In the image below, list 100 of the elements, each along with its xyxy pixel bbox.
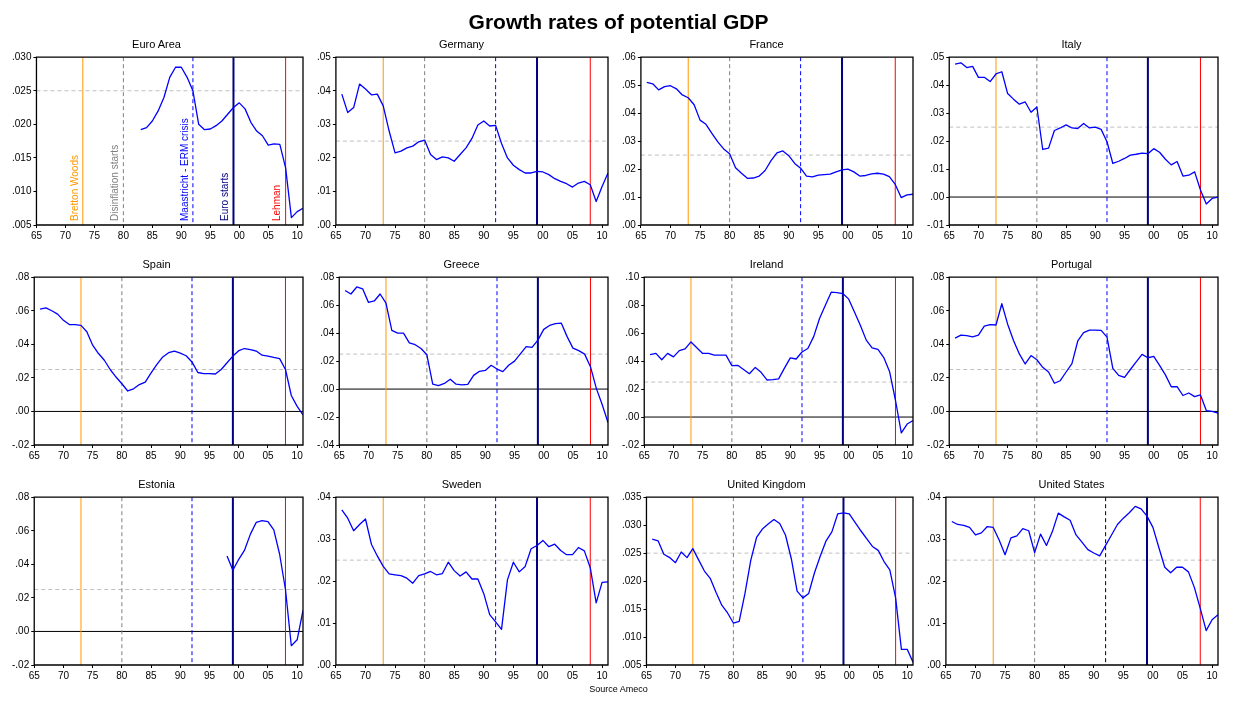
x-tick-label: 75 [389,229,402,241]
y-tick-label: .05 [317,50,332,62]
x-tick-label: 65 [640,669,653,681]
x-tick-label: 85 [146,229,159,241]
y-tick-label: .00 [625,410,640,422]
x-tick-label: 85 [145,449,158,461]
x-tick-label: 75 [87,449,99,461]
x-tick-label: 75 [389,669,402,681]
y-tick-label: .02 [622,162,637,174]
y-tick-label: .00 [15,625,30,637]
x-tick-label: 90 [784,449,797,461]
y-tick-label: .01 [317,185,332,197]
x-tick-label: 10 [901,449,914,461]
x-tick-label: 70 [59,229,72,241]
y-tick-label: .04 [317,84,332,96]
y-tick-label: .06 [622,50,637,62]
x-tick-label: 90 [1089,229,1102,241]
chart-title: Estonia [138,477,176,490]
x-tick-label: 65 [28,669,41,681]
x-tick-label: 95 [813,449,826,461]
x-tick-label: 10 [901,669,914,681]
x-tick-label: 90 [175,229,188,241]
x-tick-label: 90 [1088,669,1100,681]
x-tick-label: 80 [726,449,738,461]
y-tick-label: .03 [927,532,942,544]
y-tick-label: .030 [11,50,32,62]
x-tick-label: 75 [1002,449,1014,461]
chart-title: France [749,37,784,50]
y-tick-label: .03 [317,532,332,544]
y-tick-label: .04 [625,354,640,366]
y-tick-label: .020 [11,118,32,130]
x-tick-label: 10 [1206,669,1219,681]
x-tick-label: 70 [969,669,982,681]
y-tick-label: -.02 [12,438,30,450]
y-tick-label: .03 [930,106,945,118]
x-tick-label: 05 [262,449,274,461]
x-tick-label: 90 [785,669,798,681]
x-tick-label: 00 [843,669,856,681]
x-tick-label: 10 [291,229,304,241]
y-tick-label: .02 [930,371,945,383]
x-tick-label: 05 [566,229,579,241]
x-tick-label: 90 [174,449,187,461]
y-tick-label: .02 [317,151,332,163]
chart-title: Sweden [441,477,482,490]
text: Growth rates of potential GDP [467,9,770,35]
x-tick-label: 85 [448,669,461,681]
x-tick-label: 00 [842,229,854,241]
y-tick-label: -.02 [317,410,335,422]
x-tick-label: 80 [1031,229,1043,241]
x-tick-label: 95 [507,229,520,241]
x-tick-label: 65 [943,449,956,461]
x-tick-label: 80 [419,669,431,681]
x-tick-label: 05 [872,669,885,681]
x-tick-label: 10 [291,449,304,461]
y-tick-label: .04 [320,326,335,338]
y-tick-label: .02 [15,371,30,383]
y-tick-label: .03 [317,118,332,130]
x-tick-label: 00 [843,449,855,461]
x-tick-label: 85 [145,669,158,681]
x-tick-label: 80 [419,229,431,241]
x-tick-label: 75 [698,669,711,681]
x-tick-label: 80 [116,449,128,461]
x-tick-label: 10 [901,229,914,241]
y-tick-label: .04 [15,558,30,570]
y-tick-label: .00 [927,658,942,670]
y-tick-label: .005 [621,658,642,670]
x-tick-label: 70 [664,229,677,241]
x-tick-label: 80 [421,449,433,461]
x-tick-label: 95 [203,669,216,681]
x-tick-label: 05 [262,229,275,241]
x-tick-label: 75 [697,449,709,461]
y-tick-label: .02 [625,382,640,394]
y-tick-label: -.02 [622,438,640,450]
y-tick-label: .03 [622,134,637,146]
y-tick-label: .04 [317,490,332,502]
y-tick-label: .04 [930,78,945,90]
x-tick-label: 10 [291,669,304,681]
x-tick-label: 10 [596,229,609,241]
y-tick-label: .06 [320,298,335,310]
x-tick-label: 95 [814,669,827,681]
x-tick-label: 70 [362,449,375,461]
y-tick-label: -.02 [927,438,945,450]
y-tick-label: -.04 [317,438,335,450]
x-tick-label: 90 [174,669,187,681]
y-tick-label: .02 [15,591,30,603]
x-tick-label: 80 [117,229,130,241]
chart-title: Euro Area [132,37,182,50]
x-tick-label: 90 [479,449,492,461]
x-tick-label: 85 [1058,669,1071,681]
y-tick-label: .01 [927,616,942,628]
x-tick-label: 00 [537,229,549,241]
x-tick-label: 65 [638,449,651,461]
y-tick-label: .010 [11,185,32,197]
x-tick-label: 00 [233,669,245,681]
x-tick-label: 80 [116,669,128,681]
x-tick-label: 85 [1060,449,1073,461]
x-tick-label: 75 [392,449,404,461]
y-tick-label: .015 [11,151,32,163]
x-tick-label: 95 [1118,229,1131,241]
x-tick-label: 05 [872,449,884,461]
